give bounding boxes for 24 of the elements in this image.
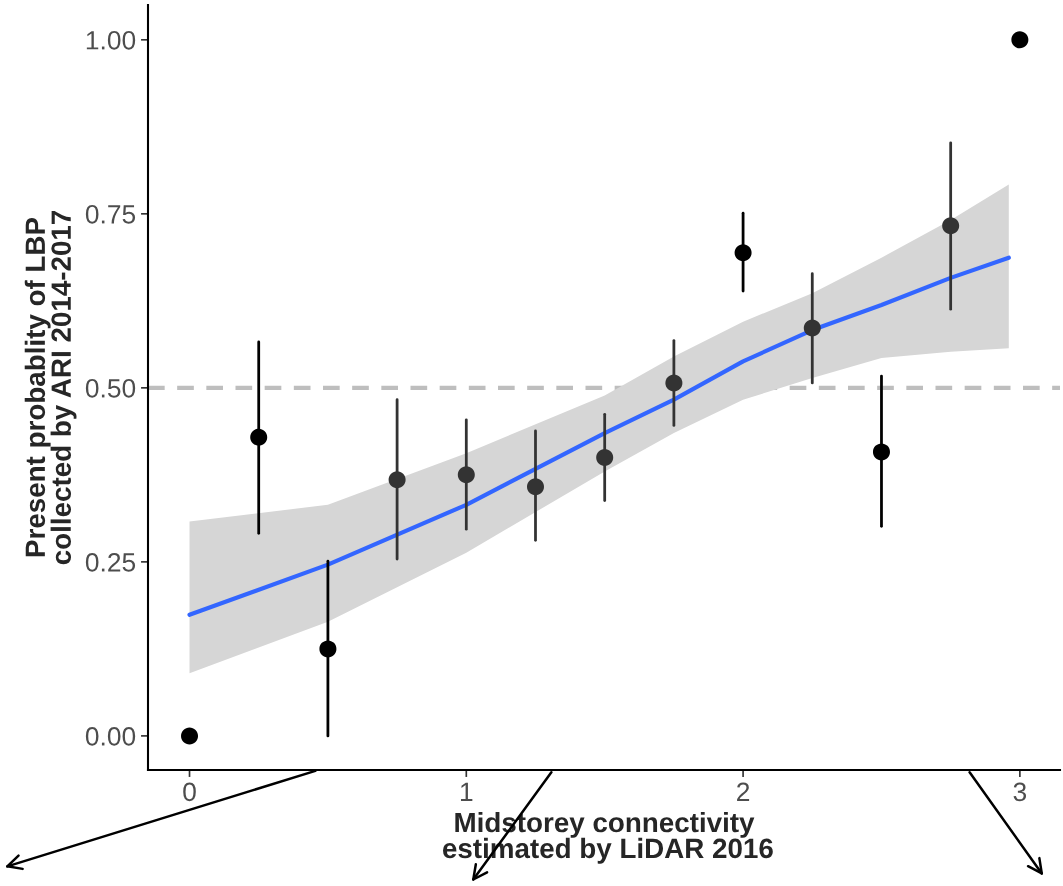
point [181, 727, 199, 745]
point [319, 640, 337, 658]
line-series [187, 255, 1011, 617]
point [734, 244, 752, 262]
y-axis-title: Present probablity of LBP collected by ARI 2014-2017 [24, 210, 77, 565]
y-tick-label: 0.25 [85, 553, 136, 572]
point [942, 217, 960, 235]
point [665, 374, 683, 392]
point [1011, 31, 1029, 49]
point [872, 443, 890, 461]
point [526, 478, 544, 496]
point [596, 448, 614, 466]
x-tick-label: 1 [460, 782, 473, 801]
y-tick-label: 0.00 [85, 727, 136, 746]
y-tick-label: 0.75 [85, 204, 136, 224]
y-tick-label: 0.50 [85, 378, 136, 398]
point [250, 428, 268, 446]
point [803, 319, 821, 337]
x-tick-label: 0 [183, 782, 196, 802]
y-tick-label: 1.00 [86, 30, 136, 50]
x-tick-label: 3 [1013, 782, 1027, 802]
x-tick-label: 2 [737, 782, 750, 801]
point [457, 466, 475, 484]
point [388, 471, 406, 489]
